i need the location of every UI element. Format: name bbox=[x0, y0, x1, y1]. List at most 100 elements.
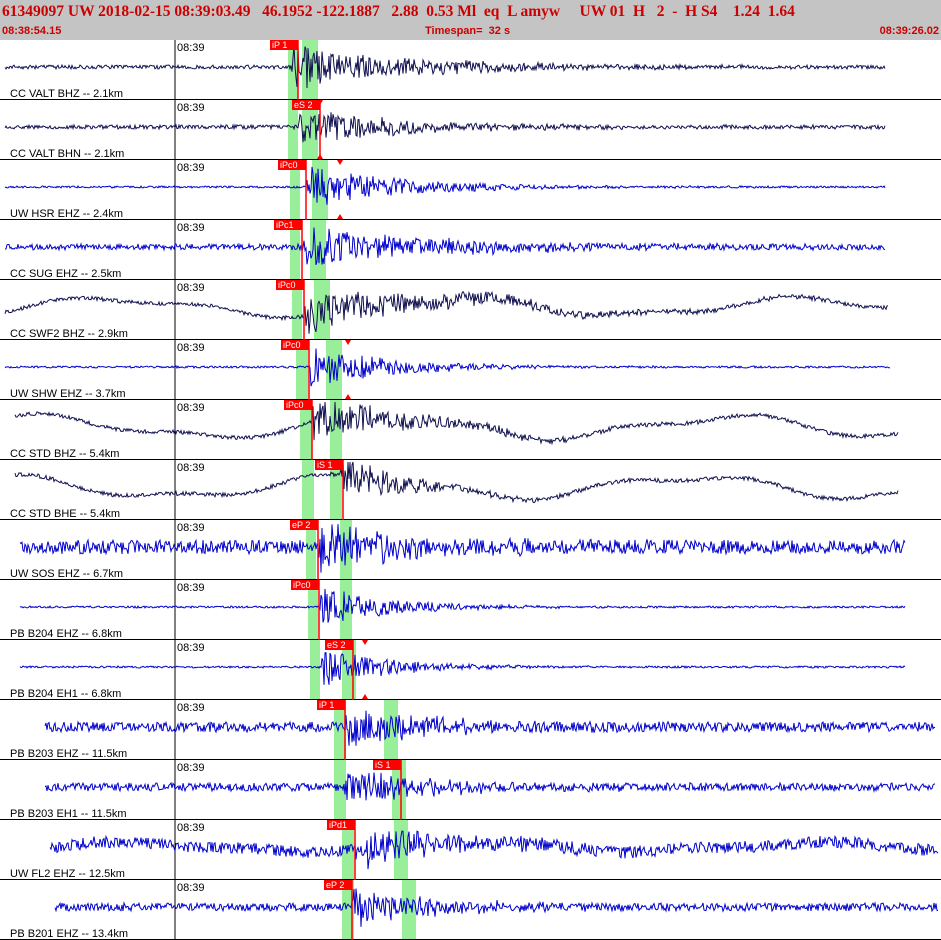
trace-row[interactable]: 08:39 iS 1 CC STD BHE -- 5.4km bbox=[0, 460, 941, 520]
waveform bbox=[4, 166, 886, 205]
pick-window bbox=[342, 880, 354, 940]
station-label: PB B204 EHZ -- 6.8km bbox=[10, 628, 122, 640]
station-label: CC SUG EHZ -- 2.5km bbox=[10, 268, 121, 280]
phase-pick-label: iPc0 bbox=[286, 400, 304, 410]
waveform bbox=[19, 588, 906, 623]
phase-pick-flag[interactable] bbox=[291, 580, 319, 590]
station-label: UW FL2 EHZ -- 12.5km bbox=[10, 868, 125, 880]
trace-row[interactable]: 08:39 iS 1 PB B203 EH1 -- 11.5km bbox=[0, 760, 941, 820]
waveform bbox=[14, 461, 899, 504]
pick-window bbox=[290, 220, 300, 280]
pick-window bbox=[288, 40, 298, 100]
waveform bbox=[44, 772, 936, 801]
phase-pick-label: iP 1 bbox=[272, 40, 287, 50]
phase-pick-label: iPc0 bbox=[280, 160, 298, 170]
station-label: PB B201 EHZ -- 13.4km bbox=[10, 928, 128, 940]
pick-window bbox=[292, 280, 302, 340]
station-label: PB B204 EH1 -- 6.8km bbox=[10, 688, 121, 700]
phase-pick-flag[interactable] bbox=[327, 820, 355, 830]
phase-pick-label: iP 1 bbox=[319, 700, 334, 710]
pick-window bbox=[288, 100, 298, 160]
station-label: CC VALT BHN -- 2.1km bbox=[10, 148, 124, 160]
trace-row[interactable]: 08:39 iP 1 PB B203 EHZ -- 11.5km bbox=[0, 700, 941, 760]
phase-pick-flag[interactable] bbox=[281, 340, 309, 350]
trace-row[interactable]: 08:39 iP 1 CC VALT BHZ -- 2.1km bbox=[0, 40, 941, 100]
minute-tick-label: 08:39 bbox=[177, 222, 205, 234]
phase-pick-flag[interactable] bbox=[373, 760, 401, 770]
phase-pick-flag[interactable] bbox=[274, 220, 302, 230]
phase-pick-flag[interactable] bbox=[284, 400, 312, 410]
trace-row[interactable]: 08:39 eS 2 CC VALT BHN -- 2.1km bbox=[0, 100, 941, 160]
phase-pick-label: eS 2 bbox=[327, 640, 346, 650]
phase-pick-label: eS 2 bbox=[294, 100, 313, 110]
phase-pick-label: iS 1 bbox=[317, 460, 333, 470]
minute-tick-label: 08:39 bbox=[177, 42, 205, 54]
arrival-marker bbox=[362, 640, 368, 645]
minute-tick-label: 08:39 bbox=[177, 582, 205, 594]
pick-window bbox=[306, 520, 316, 580]
phase-pick-label: iS 1 bbox=[375, 760, 391, 770]
waveform bbox=[4, 290, 888, 334]
arrival-marker bbox=[317, 154, 323, 159]
phase-pick-label: iPc0 bbox=[283, 340, 301, 350]
waveform bbox=[4, 112, 886, 143]
timespan-label: Timespan= 32 s bbox=[425, 25, 511, 37]
phase-pick-flag[interactable] bbox=[270, 40, 298, 50]
waveform bbox=[4, 348, 891, 387]
pick-window bbox=[302, 460, 314, 520]
phase-pick-flag[interactable] bbox=[278, 160, 306, 170]
phase-pick-label: iPc1 bbox=[276, 220, 294, 230]
trace-row[interactable]: 08:39 iPc0 PB B204 EHZ -- 6.8km bbox=[0, 580, 941, 640]
waveform bbox=[49, 830, 939, 870]
trace-row[interactable]: 08:39 iPc0 UW HSR EHZ -- 2.4km bbox=[0, 160, 941, 220]
station-label: CC SWF2 BHZ -- 2.9km bbox=[10, 328, 128, 340]
pick-window bbox=[334, 760, 346, 820]
waveform bbox=[44, 710, 936, 746]
phase-pick-flag[interactable] bbox=[276, 280, 304, 290]
station-label: UW HSR EHZ -- 2.4km bbox=[10, 208, 123, 220]
phase-pick-flag[interactable] bbox=[324, 880, 352, 890]
minute-tick-label: 08:39 bbox=[177, 342, 205, 354]
trace-row[interactable]: 08:39 iPc0 UW SHW EHZ -- 3.7km bbox=[0, 340, 941, 400]
station-label: PB B203 EH1 -- 11.5km bbox=[10, 808, 127, 820]
waveform bbox=[19, 524, 906, 573]
minute-tick-label: 08:39 bbox=[177, 282, 205, 294]
pick-window bbox=[334, 700, 346, 760]
phase-pick-flag[interactable] bbox=[292, 100, 320, 110]
pick-window bbox=[342, 820, 354, 880]
trace-row[interactable]: 08:39 eP 2 UW SOS EHZ -- 6.7km bbox=[0, 520, 941, 580]
phase-pick-flag[interactable] bbox=[317, 700, 345, 710]
event-header: 61349097 UW 2018-02-15 08:39:03.49 46.19… bbox=[0, 0, 941, 40]
seismogram-panel[interactable]: 08:39 iP 1 CC VALT BHZ -- 2.1km 08:39 eS 2 CC… bbox=[0, 40, 941, 940]
waveform bbox=[14, 401, 899, 446]
phase-pick-flag[interactable] bbox=[290, 520, 318, 530]
minute-tick-label: 08:39 bbox=[177, 102, 205, 114]
station-label: CC VALT BHZ -- 2.1km bbox=[10, 88, 123, 100]
arrival-marker bbox=[345, 394, 351, 399]
trace-row[interactable]: 08:39 iPc0 CC STD BHZ -- 5.4km bbox=[0, 400, 941, 460]
minute-tick-label: 08:39 bbox=[177, 462, 205, 474]
minute-tick-label: 08:39 bbox=[177, 882, 205, 894]
pick-window bbox=[310, 640, 320, 700]
station-label: CC STD BHE -- 5.4km bbox=[10, 508, 120, 520]
trace-row[interactable]: 08:39 eS 2 PB B204 EH1 -- 6.8km bbox=[0, 640, 941, 700]
arrival-marker bbox=[317, 100, 323, 105]
pick-window bbox=[402, 880, 416, 940]
minute-tick-label: 08:39 bbox=[177, 162, 205, 174]
pick-window bbox=[308, 580, 318, 640]
phase-pick-flag[interactable] bbox=[315, 460, 343, 470]
event-summary: 61349097 UW 2018-02-15 08:39:03.49 46.19… bbox=[2, 3, 795, 20]
trace-row[interactable]: 08:39 iPc1 CC SUG EHZ -- 2.5km bbox=[0, 220, 941, 280]
window-start-time: 08:38:54.15 bbox=[2, 25, 62, 37]
phase-pick-flag[interactable] bbox=[325, 640, 353, 650]
trace-row[interactable]: 08:39 iPd1 UW FL2 EHZ -- 12.5km bbox=[0, 820, 941, 880]
trace-row[interactable]: 08:39 iPc0 CC SWF2 BHZ -- 2.9km bbox=[0, 280, 941, 340]
trace-row[interactable]: 08:39 eP 2 PB B201 EHZ -- 13.4km bbox=[0, 880, 941, 940]
phase-pick-label: iPc0 bbox=[278, 280, 296, 290]
arrival-marker bbox=[345, 340, 351, 345]
pick-window bbox=[296, 340, 308, 400]
minute-tick-label: 08:39 bbox=[177, 822, 205, 834]
waveform bbox=[54, 888, 939, 927]
pick-window bbox=[326, 340, 342, 400]
minute-tick-label: 08:39 bbox=[177, 702, 205, 714]
